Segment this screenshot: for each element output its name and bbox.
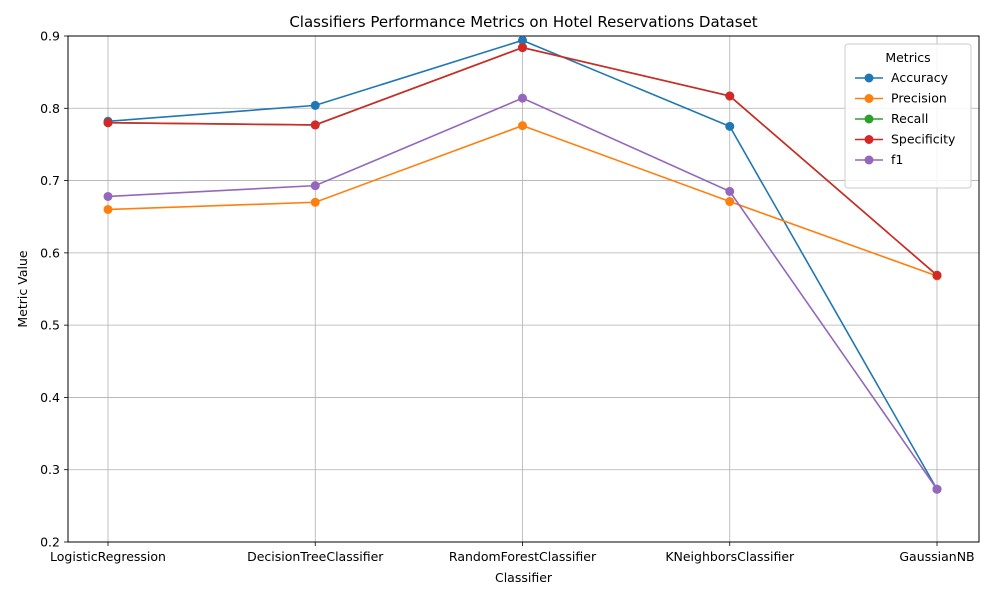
plot-frame — [67, 35, 980, 543]
data-point — [310, 181, 320, 191]
y-tick-label: 0.3 — [40, 462, 60, 477]
data-point — [725, 91, 735, 101]
x-axis-title: Classifier — [495, 570, 553, 585]
series-accuracy — [103, 35, 942, 494]
axes: LogisticRegression DecisionTreeClassifier… — [40, 29, 980, 564]
x-tick-label: GaussianNB — [899, 549, 974, 564]
data-point — [932, 484, 942, 494]
data-point — [310, 100, 320, 110]
y-tick-label: 0.5 — [40, 318, 60, 333]
data-point — [103, 118, 113, 128]
legend-box — [844, 43, 972, 189]
x-tick-label: RandomForestClassifier — [449, 549, 597, 564]
data-point — [725, 121, 735, 131]
legend-label: Precision — [891, 91, 947, 106]
x-tick-label: DecisionTreeClassifier — [247, 549, 384, 564]
data-point — [518, 93, 527, 103]
legend-marker — [864, 94, 874, 103]
x-tick-label: KNeighborsClassifier — [665, 549, 795, 564]
data-point — [725, 197, 735, 207]
legend-marker — [864, 135, 874, 144]
data-point — [103, 191, 113, 201]
legend-title: Metrics — [885, 50, 930, 65]
y-tick-label: 0.7 — [40, 173, 60, 188]
x-tick-label: LogisticRegression — [50, 549, 166, 564]
y-tick-label: 0.2 — [40, 535, 60, 550]
y-tick-label: 0.4 — [40, 390, 60, 405]
legend-marker — [864, 73, 874, 83]
series-precision — [103, 121, 942, 281]
legend-marker — [864, 155, 874, 165]
legend-label: f1 — [891, 152, 903, 167]
y-tick-label: 0.6 — [40, 245, 60, 260]
data-point — [518, 35, 527, 45]
data-point — [518, 121, 527, 131]
series-specificity — [103, 43, 942, 280]
data-point — [310, 197, 320, 207]
legend-label: Accuracy — [891, 70, 949, 85]
y-tick-label: 0.9 — [40, 29, 60, 44]
chart-title: Classifiers Performance Metrics on Hotel… — [289, 13, 757, 31]
legend-label: Recall — [891, 111, 928, 126]
legend: Metrics Accuracy Precision Recall Specificit… — [844, 43, 972, 189]
legend-label: Specificity — [891, 132, 956, 147]
data-point — [103, 204, 113, 214]
grid — [68, 35, 979, 543]
legend-marker — [864, 114, 874, 124]
data-point — [310, 120, 320, 130]
y-tick-label: 0.8 — [40, 101, 60, 116]
data-point — [725, 186, 735, 196]
data-point — [518, 43, 527, 53]
data-point — [932, 270, 942, 280]
series-f1 — [103, 93, 942, 494]
y-axis-title: Metric Value — [15, 250, 30, 327]
series-lines — [103, 35, 942, 494]
